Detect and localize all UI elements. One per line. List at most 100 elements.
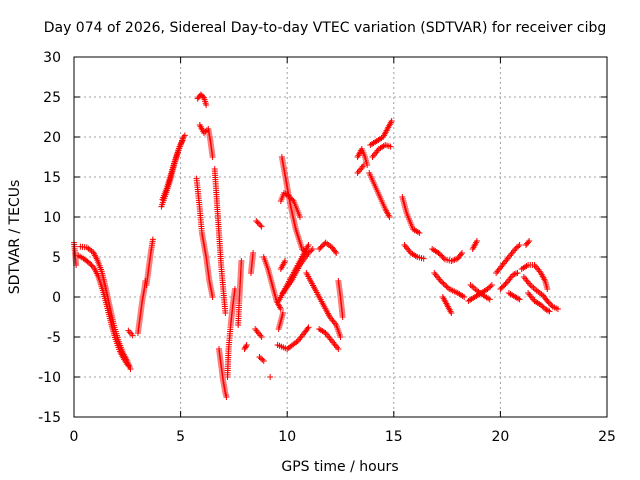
series-arc-3	[75, 252, 132, 369]
data-point	[473, 238, 480, 244]
series-arc-51	[518, 262, 551, 292]
data-point	[545, 299, 552, 306]
data-point	[87, 261, 94, 267]
data-point	[501, 282, 508, 289]
series-arc-38	[366, 170, 393, 220]
y-tick-label: -15	[38, 410, 61, 426]
data-point	[443, 283, 450, 290]
data-point	[487, 283, 494, 290]
data-point	[202, 128, 209, 135]
data-point	[241, 346, 248, 352]
y-tick-label: 15	[43, 170, 61, 186]
x-tick-label: 25	[598, 429, 616, 445]
data-point	[448, 310, 455, 316]
series-arc-10	[196, 122, 216, 160]
series-arc-11	[193, 175, 216, 300]
series-arc-49	[505, 290, 523, 303]
data-point	[386, 214, 393, 220]
data-point	[335, 346, 342, 352]
data-point	[486, 284, 493, 291]
data-point	[305, 250, 312, 256]
data-point	[440, 280, 447, 287]
data-point	[305, 324, 312, 331]
series-arc-45	[467, 282, 493, 303]
series-arc-24	[275, 310, 286, 332]
series-arc-33	[335, 278, 346, 320]
y-axis-label: SDTVAR / TECUs	[7, 180, 23, 295]
data-point	[416, 230, 423, 236]
data-point	[289, 196, 296, 203]
data-point	[259, 356, 266, 363]
series-arc-47	[493, 242, 523, 276]
data-point	[441, 282, 448, 288]
data-point	[512, 246, 519, 252]
data-point	[308, 247, 315, 254]
series-arc-25	[277, 258, 289, 272]
data-point	[277, 306, 284, 312]
x-tick-label: 20	[491, 429, 509, 445]
data-point	[242, 344, 249, 351]
data-point	[149, 236, 156, 243]
y-tick-label: 5	[52, 250, 61, 266]
data-point	[439, 279, 446, 286]
data-point	[242, 343, 249, 350]
series-arc-36	[367, 118, 395, 148]
data-point	[546, 308, 553, 315]
series-arc-9	[194, 91, 210, 108]
data-point	[528, 283, 535, 290]
data-point	[279, 310, 286, 316]
data-point	[546, 300, 553, 307]
data-point	[420, 255, 427, 262]
series-arc-30	[303, 270, 344, 340]
data-point	[254, 219, 261, 226]
data-point	[544, 286, 551, 292]
data-point	[514, 270, 521, 276]
data-point	[436, 251, 443, 258]
data-point	[318, 243, 325, 250]
y-tick-label: 0	[52, 290, 61, 306]
data-point	[127, 366, 134, 372]
data-point	[513, 270, 520, 277]
series-arc-14	[224, 286, 238, 380]
data-point	[502, 280, 509, 287]
data-point	[203, 102, 210, 108]
data-point	[554, 306, 561, 312]
y-tick-label: -5	[47, 330, 61, 346]
plot-frame	[73, 56, 608, 418]
data-point	[515, 243, 522, 250]
series-arc-4	[125, 327, 136, 339]
series-arc-18	[252, 326, 265, 340]
data-point	[306, 248, 313, 255]
series-arc-40	[401, 242, 427, 262]
x-tick-label: 15	[385, 429, 403, 445]
data-point	[257, 222, 264, 229]
data-point	[515, 295, 522, 302]
series-arc-16	[241, 342, 250, 352]
data-point	[526, 238, 533, 244]
data-point	[388, 118, 395, 124]
data-point	[89, 263, 96, 270]
series-arc-43	[439, 294, 455, 316]
data-point	[537, 302, 544, 308]
data-point	[129, 332, 136, 339]
data-point	[488, 282, 495, 288]
data-point	[499, 283, 506, 290]
x-tick-label: 0	[70, 429, 79, 445]
data-point	[222, 310, 229, 316]
data-point	[544, 298, 551, 304]
data-point	[438, 252, 445, 259]
series-arc-53	[525, 290, 553, 315]
data-point	[223, 394, 230, 400]
data-point	[470, 284, 477, 291]
data-point	[459, 250, 466, 256]
data-point	[498, 284, 505, 291]
data-point	[510, 271, 517, 278]
data-point	[511, 271, 518, 278]
data-point	[461, 294, 468, 300]
y-tick-label: 30	[43, 50, 61, 66]
series-arc-39	[399, 194, 423, 236]
data-point	[257, 355, 264, 362]
data-points	[71, 91, 561, 400]
data-point	[437, 278, 444, 284]
data-point	[209, 294, 216, 300]
